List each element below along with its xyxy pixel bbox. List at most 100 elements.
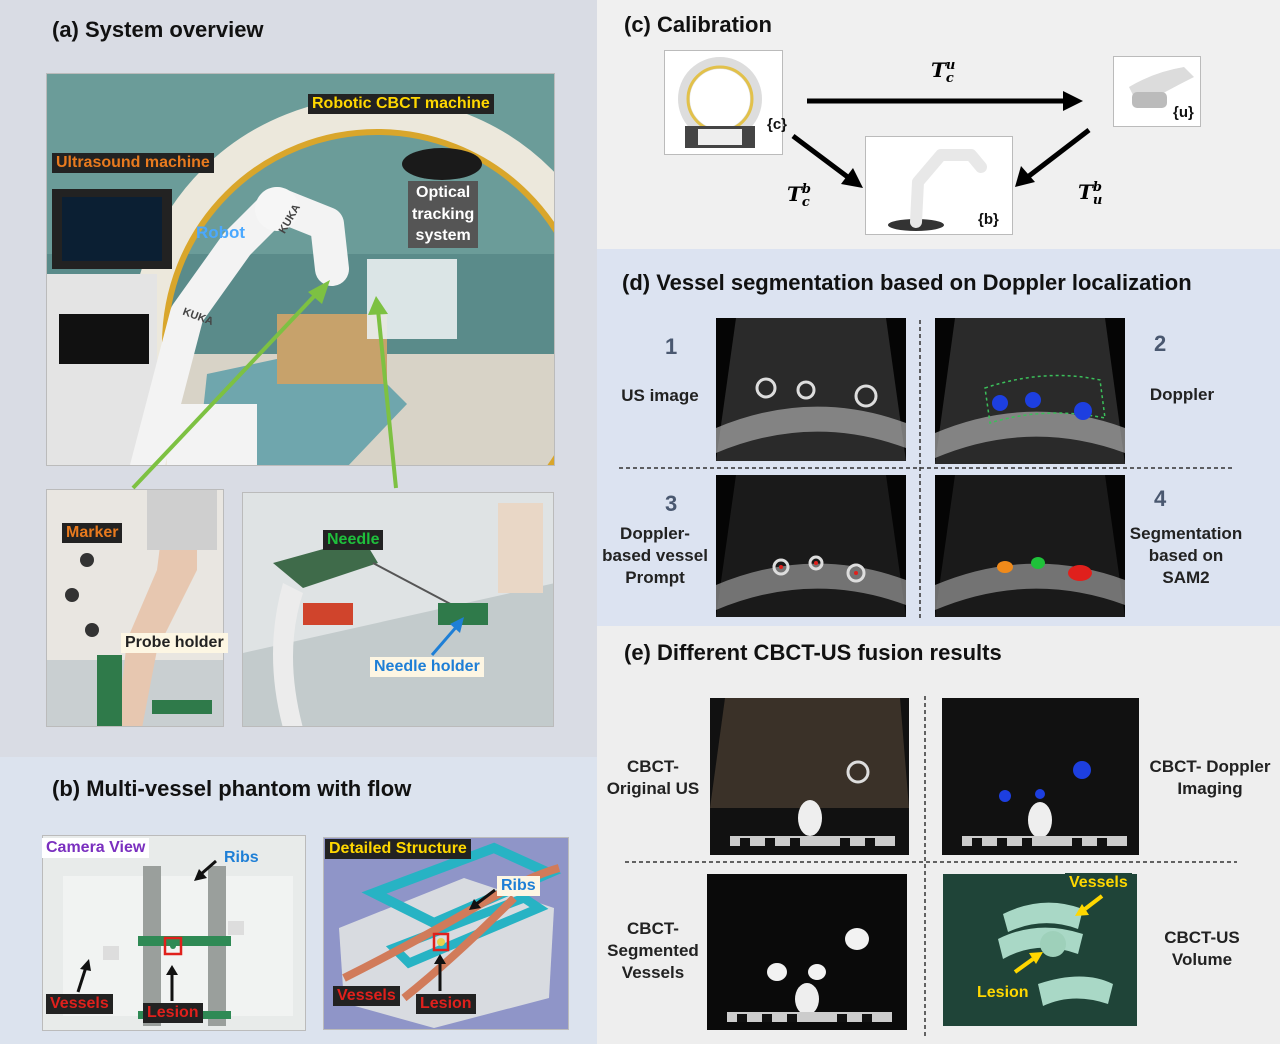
- fusion-label-3-line-2: Segmented: [607, 941, 699, 961]
- panel-system-overview: (a) System overview Robo: [0, 0, 597, 757]
- step-number-2: 2: [1154, 331, 1167, 356]
- us-image-drawing: [716, 318, 906, 461]
- sam2-segmentation-image: [935, 475, 1125, 617]
- fusion-label-3-line-1: CBCT-: [627, 919, 679, 938]
- fusion-label-2-line-1: CBCT- Doppler: [1149, 757, 1271, 776]
- label-robot: Robot: [196, 223, 246, 242]
- label-lesion-right: Lesion: [416, 994, 476, 1014]
- fusion-label-2-line-2: Imaging: [1177, 779, 1243, 799]
- arrow-c-to-b: [791, 134, 851, 180]
- arrow-u-to-b: [1027, 128, 1091, 178]
- frame-c-label: {c}: [767, 116, 788, 133]
- t-cb-sup: b: [801, 181, 811, 197]
- panel-fusion-results: (e) Different CBCT-US fusion results CBC…: [597, 626, 1280, 1044]
- doppler-image: [935, 318, 1125, 464]
- t-ub-sup: b: [1092, 179, 1102, 195]
- label-lesion-volume: Lesion: [973, 983, 1033, 1003]
- step-label-1: US image: [607, 385, 713, 407]
- step-number-4: 4: [1154, 486, 1167, 511]
- frame-b-label: {b}: [978, 211, 999, 228]
- label-vessels-right: Vessels: [333, 986, 400, 1006]
- arrowhead-c-to-u: [1063, 91, 1083, 111]
- cbct-us-volume-drawing: [943, 874, 1137, 1026]
- panel-e-title: (e) Different CBCT-US fusion results: [624, 640, 1002, 665]
- system-photo-drawing: [47, 74, 554, 465]
- panel-a-title: (a) System overview: [52, 17, 264, 42]
- probe-holder-drawing: [47, 490, 223, 726]
- cbct-segmented-vessels-drawing: [707, 874, 907, 1030]
- ultrasound-probe-drawing: [1129, 67, 1194, 108]
- fusion-label-1-line-2: Original US: [606, 779, 700, 799]
- step-label-4-line-1: Segmentation: [1129, 524, 1243, 543]
- step-label-4-line-3: SAM2: [1162, 568, 1210, 588]
- cbct-original-us-drawing: [710, 698, 909, 855]
- fusion-label-2: CBCT- Doppler Imaging: [1140, 756, 1280, 800]
- label-lesion-left: Lesion: [143, 1003, 203, 1023]
- doppler-image-drawing: [935, 318, 1125, 464]
- fusion-label-4: CBCT-US Volume: [1140, 927, 1264, 971]
- cbct-segmented-vessels-image: [707, 874, 907, 1030]
- label-ultrasound-machine: Ultrasound machine: [52, 153, 214, 173]
- label-probe-holder: Probe holder: [121, 633, 228, 653]
- us-image: [716, 318, 906, 461]
- label-marker: Marker: [62, 523, 123, 543]
- needle-holder-drawing: [243, 493, 553, 726]
- label-needle: Needle: [323, 530, 384, 550]
- cbct-device-image: [664, 50, 783, 155]
- fusion-label-3-line-3: Vessels: [621, 963, 685, 983]
- label-needle-holder: Needle holder: [370, 657, 484, 677]
- needle-holder-photo: [242, 492, 554, 727]
- t-cb-sub: c: [801, 194, 810, 210]
- cbct-original-us-image: [710, 698, 909, 855]
- doppler-prompt-drawing: [716, 475, 906, 617]
- arrowhead-u-to-b: [1015, 166, 1035, 187]
- label-optical-tracking: Optical tracking system: [408, 181, 479, 248]
- label-ribs-right: Ribs: [497, 876, 540, 896]
- t-cu-sub: c: [945, 70, 954, 86]
- panel-b-title: (b) Multi-vessel phantom with flow: [52, 776, 412, 801]
- step-label-3-line-1: Doppler-: [620, 524, 690, 543]
- panel-d-title: (d) Vessel segmentation based on Doppler…: [622, 270, 1192, 295]
- robot-arm-drawing: [888, 149, 987, 231]
- label-ribs-left: Ribs: [224, 849, 259, 866]
- fusion-label-1-line-1: CBCT-: [627, 757, 679, 776]
- label-camera-view: Camera View: [42, 838, 150, 858]
- label-optical-line-3: system: [415, 227, 471, 245]
- label-vessels-left: Vessels: [46, 994, 113, 1014]
- label-robotic-cbct: Robotic CBCT machine: [308, 94, 494, 114]
- fusion-label-4-line-1: CBCT-US: [1164, 928, 1240, 947]
- t-cu-base: T: [931, 58, 946, 82]
- sam2-segmentation-drawing: [935, 475, 1125, 617]
- robot-arm-image: [865, 136, 1013, 235]
- step-label-4-line-2: based on: [1148, 546, 1224, 566]
- fusion-label-1: CBCT- Original US: [597, 756, 709, 800]
- calibration-arrows: [791, 91, 1091, 188]
- probe-holder-photo: [46, 489, 224, 727]
- label-detailed-structure: Detailed Structure: [325, 839, 471, 859]
- cbct-doppler-drawing: [942, 698, 1139, 855]
- system-photo: [46, 73, 555, 466]
- step-label-1-line: US image: [621, 386, 699, 405]
- ultrasound-probe-image: [1113, 56, 1201, 127]
- fusion-label-4-line-2: Volume: [1171, 950, 1233, 970]
- cbct-doppler-image: [942, 698, 1139, 855]
- step-label-3-line-2: based vessel: [602, 546, 708, 566]
- cbct-us-volume-image: [943, 874, 1137, 1026]
- step-label-3-line-3: Prompt: [625, 568, 685, 588]
- label-vessels-volume: Vessels: [1065, 873, 1132, 893]
- frame-u-label: {u}: [1173, 104, 1194, 121]
- panel-vessel-segmentation: (d) Vessel segmentation based on Doppler…: [597, 249, 1280, 626]
- t-cb-base: T: [787, 182, 802, 206]
- arrowhead-c-to-b: [841, 168, 863, 188]
- panel-multi-vessel-phantom: (b) Multi-vessel phantom with flow Camer…: [0, 757, 597, 1044]
- label-optical-line-1: Optical: [416, 184, 471, 201]
- label-optical-line-2: tracking: [412, 205, 475, 223]
- panel-c-title: (c) Calibration: [624, 12, 772, 37]
- t-ub-base: T: [1078, 180, 1093, 204]
- step-number-3: 3: [665, 491, 678, 516]
- step-label-3: Doppler- based vessel Prompt: [595, 523, 715, 589]
